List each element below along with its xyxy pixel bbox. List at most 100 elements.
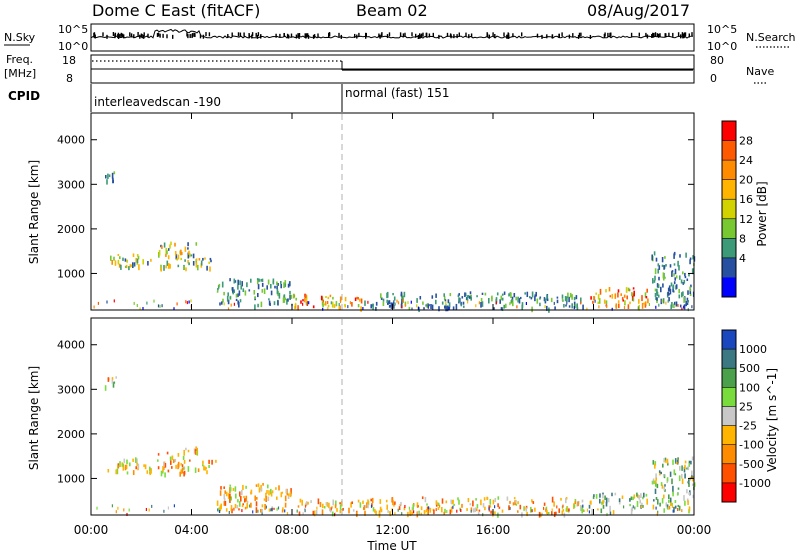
ground-scatter-cell — [586, 307, 588, 311]
colorbar-swatch — [722, 140, 736, 161]
range-cell — [682, 282, 685, 285]
nsearch-series-mark — [147, 33, 149, 38]
ground-scatter-cell — [338, 303, 340, 306]
range-cell — [237, 284, 239, 290]
range-cell — [561, 510, 564, 515]
ground-scatter-cell — [257, 509, 259, 513]
nsearch-series-mark — [458, 32, 460, 37]
range-cell — [180, 469, 182, 474]
range-cell — [474, 507, 477, 513]
ground-scatter-cell — [115, 510, 117, 514]
range-cell — [237, 279, 239, 286]
range-cell — [351, 302, 353, 307]
range-cell — [182, 467, 185, 470]
nsearch-series-mark — [450, 34, 452, 39]
range-cell — [661, 264, 664, 267]
range-cell — [546, 298, 549, 302]
range-cell — [220, 486, 222, 490]
range-cell — [216, 500, 219, 506]
ground-scatter-cell — [219, 510, 221, 513]
range-cell — [372, 507, 375, 512]
range-cell — [684, 500, 686, 506]
range-cell — [242, 288, 245, 292]
range-cell — [136, 258, 139, 264]
ground-scatter-cell — [467, 300, 469, 304]
nsearch-series-mark — [205, 32, 207, 37]
range-cell — [124, 464, 127, 471]
range-cell — [277, 283, 279, 286]
nsearch-series-mark — [572, 33, 574, 38]
velocity-colorbar-label: Velocity [m s^-1] — [765, 368, 779, 472]
range-cell — [327, 296, 330, 300]
nsearch-series-mark — [129, 32, 131, 37]
range-cell — [505, 303, 507, 308]
range-cell — [532, 501, 535, 504]
ground-scatter-cell — [445, 301, 447, 305]
range-cell — [679, 254, 681, 258]
range-cell — [560, 497, 562, 501]
range-cell — [499, 299, 501, 304]
range-cell — [453, 503, 455, 506]
range-cell — [332, 296, 334, 300]
range-cell — [677, 457, 679, 460]
range-cell — [426, 511, 429, 515]
range-cell — [513, 497, 516, 500]
range-cell — [657, 263, 660, 267]
ground-scatter-cell — [404, 303, 406, 307]
range-cell — [602, 499, 604, 505]
range-cell — [227, 292, 229, 297]
range-cell — [666, 458, 669, 464]
nsearch-series-mark — [119, 33, 121, 38]
range-cell — [643, 302, 646, 305]
range-cell — [344, 303, 346, 307]
ground-scatter-cell — [286, 512, 289, 515]
range-cell — [664, 276, 666, 279]
range-cell — [416, 298, 418, 303]
range-cell — [437, 502, 440, 507]
range-cell — [654, 463, 656, 469]
range-cell — [372, 303, 374, 306]
range-cell — [167, 469, 170, 473]
nsearch-series-mark — [507, 32, 509, 37]
range-cell — [563, 304, 565, 308]
range-cell — [579, 505, 582, 511]
range-cell — [375, 510, 377, 516]
range-cell — [162, 466, 164, 472]
range-cell — [238, 302, 240, 308]
ground-scatter-cell — [136, 304, 138, 307]
range-cell — [657, 284, 660, 289]
nsearch-series-mark — [399, 32, 402, 37]
range-cell — [689, 259, 691, 265]
range-cell — [224, 501, 227, 506]
range-cell — [338, 305, 341, 310]
range-cell — [656, 483, 659, 489]
range-cell — [342, 508, 344, 511]
range-cell — [229, 493, 231, 499]
range-cell — [675, 275, 678, 279]
ground-scatter-cell — [556, 505, 558, 509]
range-cell — [275, 487, 277, 490]
range-cell — [125, 265, 127, 268]
ground-scatter-cell — [404, 505, 406, 508]
range-cell — [517, 510, 519, 513]
range-cell — [425, 304, 428, 307]
range-cell — [618, 303, 620, 309]
nsky-tick-top: 10^5 — [58, 23, 88, 36]
range-cell — [323, 506, 326, 509]
ground-scatter-cell — [553, 301, 555, 305]
nsearch-series-mark — [257, 32, 260, 37]
range-cell — [184, 259, 186, 262]
range-cell — [481, 301, 484, 307]
ground-scatter-cell — [407, 301, 409, 305]
range-cell — [382, 298, 385, 302]
range-cell — [564, 296, 567, 302]
nsearch-series-mark — [561, 32, 563, 37]
range-cell — [387, 510, 389, 513]
ground-scatter-cell — [525, 302, 527, 305]
range-cell — [190, 254, 193, 257]
range-cell — [480, 302, 482, 308]
range-cell — [486, 497, 489, 500]
range-cell — [602, 505, 605, 509]
ground-scatter-cell — [113, 299, 115, 303]
y-tick-label: 4000 — [57, 134, 85, 147]
